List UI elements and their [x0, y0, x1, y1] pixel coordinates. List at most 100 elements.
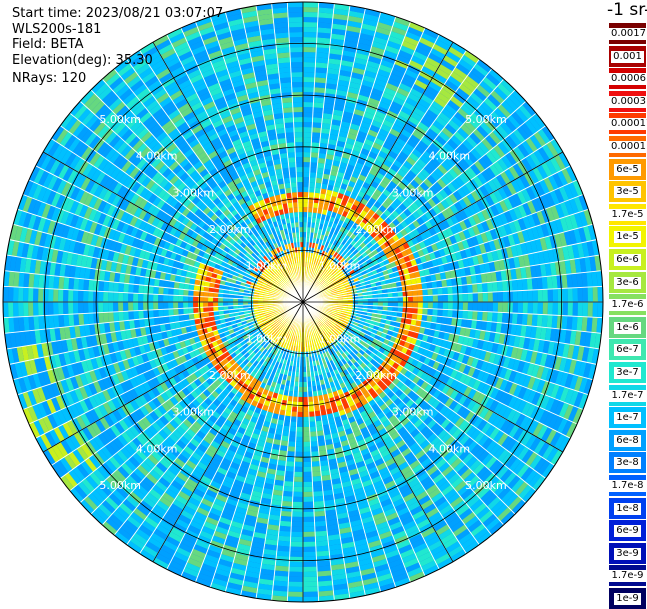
range-gate	[543, 302, 548, 315]
range-gate	[291, 522, 303, 527]
range-gate	[488, 302, 493, 312]
range-gate	[303, 502, 314, 507]
range-gate	[303, 467, 312, 472]
range-gate	[289, 572, 303, 577]
range-gate	[303, 487, 313, 492]
range-gate	[286, 461, 295, 467]
range-gate	[294, 462, 303, 467]
range-gate	[314, 511, 325, 517]
range-gate	[303, 47, 316, 52]
range-gate	[303, 17, 318, 22]
range-gate	[310, 441, 318, 447]
range-gate	[303, 37, 317, 42]
range-gate	[527, 314, 533, 326]
range-gate	[482, 311, 488, 321]
range-gate	[310, 162, 318, 168]
range-gate	[279, 526, 291, 532]
range-gate	[578, 302, 583, 317]
range-gate	[453, 302, 458, 310]
range-gate	[303, 197, 308, 202]
range-gate	[282, 496, 293, 502]
range-gate	[303, 67, 315, 72]
range-gate	[472, 284, 478, 293]
range-gate	[303, 127, 312, 132]
range-gate	[315, 62, 328, 68]
range-gate	[522, 314, 528, 326]
range-gate	[303, 192, 309, 197]
range-gate	[303, 122, 312, 127]
range-gate	[477, 283, 483, 293]
range-gate	[303, 107, 313, 112]
range-gate	[563, 302, 568, 316]
range-gate	[513, 302, 518, 313]
range-gate	[452, 310, 458, 318]
range-gate	[294, 467, 303, 472]
range-gate	[303, 427, 310, 432]
range-gate	[293, 482, 303, 487]
range-gate	[303, 422, 310, 427]
range-gate	[309, 187, 315, 192]
range-gate	[436, 280, 442, 288]
range-gate	[303, 462, 312, 467]
range-gate	[503, 291, 508, 302]
range-gate	[443, 294, 448, 302]
range-gate	[398, 302, 403, 307]
range-gate	[518, 302, 523, 314]
range-gate	[442, 287, 448, 295]
range-gate	[407, 307, 412, 313]
range-gate	[303, 492, 313, 497]
range-gate	[303, 412, 309, 417]
range-gate	[297, 412, 303, 417]
range-gate	[284, 476, 294, 482]
range-gate	[468, 293, 473, 302]
range-gate	[598, 286, 603, 302]
range-gate	[303, 212, 308, 217]
range-gate	[289, 562, 303, 567]
range-gate	[303, 137, 312, 142]
range-gate	[311, 137, 320, 143]
range-gate	[588, 287, 593, 302]
range-gate	[288, 441, 296, 447]
range-gate	[303, 512, 314, 517]
range-gate	[316, 546, 329, 552]
range-gate	[432, 288, 438, 295]
range-gate	[303, 497, 313, 502]
range-gate	[310, 167, 317, 173]
range-gate	[310, 436, 318, 442]
range-gate	[553, 302, 558, 315]
range-gate	[303, 522, 315, 527]
range-gate	[303, 152, 311, 157]
range-gate	[291, 517, 303, 522]
range-gate	[483, 302, 488, 312]
range-gate	[311, 451, 319, 457]
range-gate	[313, 486, 323, 492]
range-gate	[303, 2, 319, 7]
range-gate	[503, 302, 508, 313]
range-gate	[289, 567, 303, 572]
range-gate	[317, 435, 325, 441]
range-gate	[315, 531, 328, 537]
range-gate	[292, 406, 298, 411]
range-gate	[316, 551, 330, 557]
range-gate	[388, 302, 393, 307]
range-gate	[423, 302, 428, 309]
range-gate	[557, 315, 563, 329]
range-gate	[303, 552, 316, 557]
range-gate	[462, 310, 468, 319]
range-gate	[303, 87, 314, 92]
range-gate	[583, 287, 588, 302]
range-gate	[298, 397, 303, 402]
range-gate	[303, 562, 317, 567]
range-gate	[418, 296, 423, 302]
range-gate	[598, 302, 603, 318]
range-gate	[452, 286, 458, 294]
range-gate	[473, 302, 478, 311]
range-gate	[288, 577, 303, 582]
range-gate	[289, 426, 296, 432]
range-gate	[537, 277, 543, 290]
range-gate	[303, 587, 318, 592]
range-gate	[296, 427, 303, 432]
range-gate	[557, 275, 563, 289]
range-gate	[284, 481, 294, 487]
